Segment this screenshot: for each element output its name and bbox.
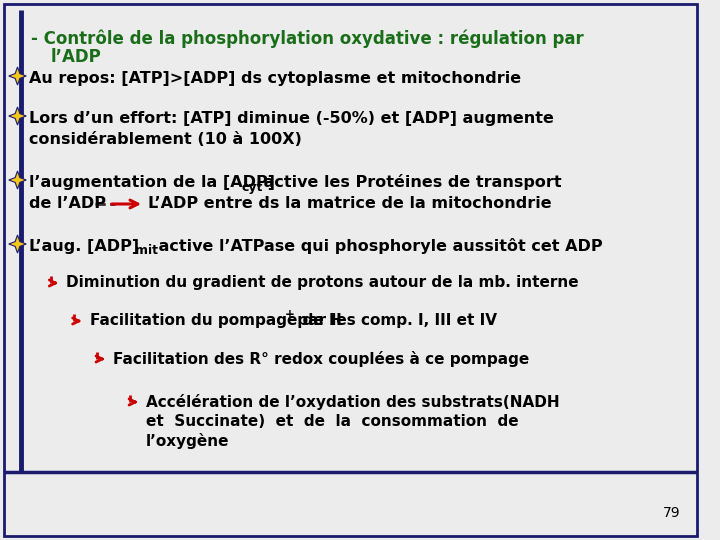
Text: L’ADP entre ds la matrice de la mitochondrie: L’ADP entre ds la matrice de la mitochon… [148,197,552,212]
Polygon shape [9,235,26,253]
Text: l’oxygène: l’oxygène [146,433,230,449]
Text: par les comp. I, III et IV: par les comp. I, III et IV [292,314,497,328]
Text: 79: 79 [663,506,681,520]
Polygon shape [9,107,26,125]
Text: Au repos: [ATP]>[ADP] ds cytoplasme et mitochondrie: Au repos: [ATP]>[ADP] ds cytoplasme et m… [30,71,521,85]
Text: +: + [285,308,295,321]
Polygon shape [9,67,26,85]
Text: cyt: cyt [241,180,263,193]
Text: Accélération de l’oxydation des substrats(NADH: Accélération de l’oxydation des substrat… [146,394,559,410]
Text: L’aug. [ADP]: L’aug. [ADP] [30,239,139,253]
Text: de l’ADP: de l’ADP [30,197,106,212]
Text: et  Succinate)  et  de  la  consommation  de: et Succinate) et de la consommation de [146,415,518,429]
Text: mit: mit [135,245,158,258]
Text: active les Protéines de transport: active les Protéines de transport [258,174,562,190]
Text: considérablement (10 à 100X): considérablement (10 à 100X) [30,132,302,147]
Text: active l’ATPase qui phosphoryle aussitôt cet ADP: active l’ATPase qui phosphoryle aussitôt… [153,238,603,254]
Text: Facilitation des R° redox couplées à ce pompage: Facilitation des R° redox couplées à ce … [113,351,529,367]
Text: l’augmentation de la [ADP]: l’augmentation de la [ADP] [30,174,275,190]
Text: - Contrôle de la phosphorylation oxydative : régulation par: - Contrôle de la phosphorylation oxydati… [31,30,584,49]
Text: Facilitation du pompage de H: Facilitation du pompage de H [89,314,341,328]
Text: Lors d’un effort: [ATP] diminue (-50%) et [ADP] augmente: Lors d’un effort: [ATP] diminue (-50%) e… [30,111,554,125]
Text: l’ADP: l’ADP [50,48,102,66]
Text: Diminution du gradient de protons autour de la mb. interne: Diminution du gradient de protons autour… [66,275,579,291]
Polygon shape [9,171,26,189]
